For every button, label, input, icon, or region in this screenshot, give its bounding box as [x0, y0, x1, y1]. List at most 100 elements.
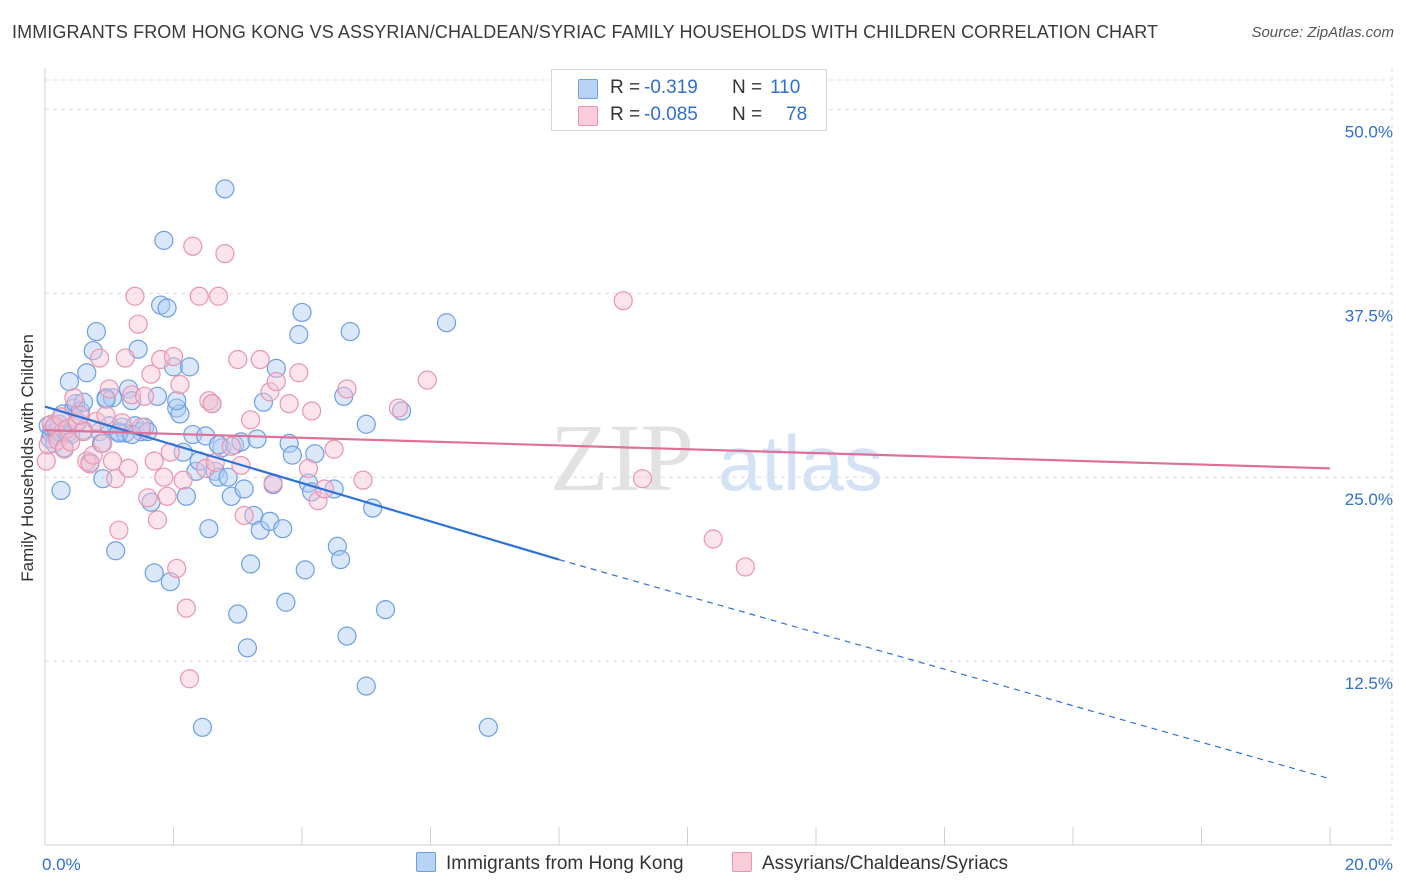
- assyrian-point: [147, 510, 168, 530]
- x-tick-label: 0.0%: [42, 855, 81, 874]
- assyrian-point: [353, 470, 373, 490]
- assyrian-point: [289, 363, 309, 383]
- hong-kong-point: [77, 363, 97, 383]
- assyrian-point: [118, 458, 139, 478]
- hong-kong-point: [279, 433, 299, 453]
- hong-kong-point: [356, 414, 376, 434]
- assyrian-point: [196, 458, 216, 478]
- hong-kong-point: [144, 563, 164, 583]
- series-hong-kong-points: [38, 179, 498, 737]
- hong-kong-point: [289, 324, 309, 345]
- assyrian-point: [302, 401, 322, 421]
- source-label: Source: ZipAtlas.com: [1251, 24, 1394, 41]
- assyrian-point: [99, 379, 119, 399]
- assyrian-point: [138, 488, 158, 508]
- axis-layer: [44, 68, 1392, 846]
- assyrian-point: [93, 433, 113, 453]
- assyrian-point: [613, 291, 633, 311]
- assyrian-point: [260, 382, 280, 402]
- bottom-legend-assyrian: Assyrians/Chaldeans/Syriacs: [732, 852, 1008, 875]
- assyrian-point: [61, 432, 81, 452]
- assyrian-point: [134, 386, 155, 406]
- legend-n-value: 78: [786, 104, 808, 125]
- hong-kong-point: [192, 717, 213, 737]
- assyrian-point: [228, 349, 248, 370]
- assyrian-point: [324, 439, 344, 459]
- y-tick-label: 50.0%: [1345, 122, 1393, 141]
- assyrian-point: [115, 348, 135, 368]
- assyrian-point: [202, 394, 222, 414]
- assyrian-point: [128, 314, 148, 334]
- hong-kong-point: [106, 541, 126, 561]
- x-tick-label: 20.0%: [1345, 855, 1393, 874]
- assyrian-point: [157, 486, 177, 506]
- assyrian-point: [170, 374, 190, 395]
- hong-kong-point: [122, 391, 142, 411]
- hong-kong-point: [176, 486, 196, 506]
- hong-kong-point: [86, 321, 107, 342]
- hong-kong-point: [118, 379, 139, 399]
- assyrian-point: [90, 348, 110, 368]
- hong-kong-point: [237, 638, 257, 658]
- y-axis-title: Family Households with Children: [18, 334, 37, 582]
- legend-n-label: N =: [732, 104, 763, 125]
- bottom-legend-swatch-blue: [416, 852, 436, 872]
- assyrian-point: [215, 243, 235, 264]
- assyrian-point: [234, 505, 254, 526]
- y-tick-label: 25.0%: [1345, 490, 1393, 509]
- assyrian-point: [36, 451, 56, 471]
- assyrian-point: [266, 371, 286, 392]
- legend-swatch-blue: [578, 79, 598, 99]
- legend-n-value: 110: [770, 77, 801, 98]
- assyrian-point: [337, 379, 357, 399]
- hong-kong-point: [157, 298, 177, 318]
- assyrian-point: [38, 435, 58, 455]
- assyrian-point: [163, 346, 184, 367]
- hong-kong-point: [83, 341, 103, 361]
- hong-kong-point: [215, 179, 235, 199]
- legend-row-assyrian: R = -0.085 N = 78: [552, 101, 826, 129]
- assyrian-point: [199, 391, 219, 411]
- legend-r-value: -0.085: [644, 104, 698, 125]
- assyrian-point: [109, 520, 129, 540]
- watermark: ZIP atlas: [550, 404, 883, 511]
- hong-kong-point: [167, 398, 187, 418]
- assyrian-point: [241, 410, 261, 430]
- hong-kong-point: [375, 600, 396, 620]
- hong-kong-point: [478, 717, 498, 737]
- watermark-zip: ZIP: [550, 404, 694, 511]
- hong-kong-point: [234, 479, 254, 499]
- assyrian-point: [179, 669, 200, 689]
- grid-layer: [45, 68, 1393, 845]
- assyrian-point: [102, 451, 123, 471]
- hong-kong-point: [154, 230, 174, 250]
- assyrian-point: [125, 286, 145, 306]
- assyrian-point: [54, 439, 74, 459]
- assyrian-point: [141, 364, 161, 384]
- bottom-legend-label: Immigrants from Hong Kong: [446, 853, 684, 874]
- hong-kong-point: [59, 371, 80, 392]
- legend-n-label: N =: [732, 77, 763, 98]
- hong-kong-point: [356, 676, 376, 696]
- assyrian-point: [173, 470, 193, 490]
- hong-kong-point: [330, 549, 351, 570]
- tick-labels: 12.5% 25.0% 37.5% 50.0% 0.0% 20.0%: [42, 122, 1393, 874]
- assyrian-point: [41, 414, 62, 434]
- assyrian-point: [308, 491, 328, 511]
- hong-kong-point: [337, 626, 357, 646]
- hong-kong-trend-extension: [558, 559, 1331, 780]
- chart-title: IMMIGRANTS FROM HONG KONG VS ASSYRIAN/CH…: [12, 22, 1159, 42]
- assyrian-point: [632, 469, 653, 489]
- trend-lines: [44, 405, 1331, 780]
- hong-kong-point: [266, 358, 286, 378]
- assyrian-point: [417, 370, 437, 390]
- assyrian-point: [298, 458, 319, 478]
- legend-r-label: R =: [610, 104, 641, 125]
- assyrian-point: [176, 598, 196, 618]
- y-tick-label: 37.5%: [1345, 306, 1393, 325]
- hong-kong-point: [276, 592, 296, 612]
- hong-kong-point: [228, 604, 248, 624]
- hong-kong-point: [96, 389, 116, 409]
- assyrian-point: [279, 394, 299, 414]
- hong-kong-point: [179, 357, 200, 377]
